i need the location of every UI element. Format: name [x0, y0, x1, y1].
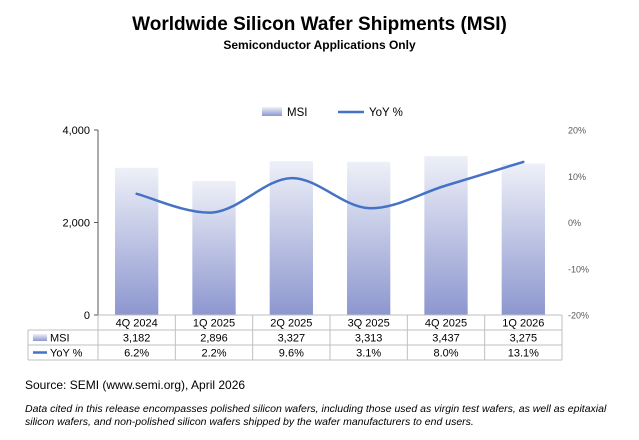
table-cell-msi: 3,275 [510, 333, 538, 345]
y-left-tick-label: 4,000 [62, 125, 90, 137]
y-right-tick-label: 0% [568, 218, 581, 228]
y-right-tick-label: 20% [568, 126, 586, 136]
table-cell-yoy: 8.0% [433, 348, 458, 360]
legend-label-msi: MSI [287, 107, 307, 119]
y-left-tick-label: 2,000 [62, 218, 90, 230]
x-category-label: 2Q 2025 [270, 318, 312, 330]
x-category-label: 4Q 2024 [116, 318, 158, 330]
table-cell-yoy: 9.6% [279, 348, 304, 360]
table-cell-yoy: 3.1% [356, 348, 381, 360]
x-category-label: 3Q 2025 [348, 318, 390, 330]
x-category-label: 1Q 2026 [502, 318, 544, 330]
chart-subtitle: Semiconductor Applications Only [223, 38, 416, 52]
bar-msi [115, 167, 159, 315]
legend-swatch-msi [262, 107, 282, 116]
y-right-tick-label: -20% [568, 311, 589, 321]
x-category-label: 1Q 2025 [193, 318, 235, 330]
bar-msi [269, 161, 313, 315]
table-cell-msi: 3,437 [432, 333, 460, 345]
table-cell-yoy: 2.2% [201, 348, 226, 360]
table-row-label-msi: MSI [50, 333, 70, 345]
bar-msi [192, 181, 236, 315]
x-category-label: 4Q 2025 [425, 318, 467, 330]
y-left-tick-label: 0 [84, 310, 90, 322]
legend-label-yoy: YoY % [369, 107, 403, 119]
footnote: Data cited in this release encompasses p… [25, 403, 607, 428]
bar-msi [424, 156, 468, 315]
source-note: Source: SEMI (www.semi.org), April 2026 [25, 378, 246, 392]
bar-msi [501, 163, 545, 315]
table-cell-msi: 3,327 [278, 333, 306, 345]
bar-msi [347, 161, 391, 315]
table-cell-yoy: 6.2% [124, 348, 149, 360]
table-cell-msi: 3,313 [355, 333, 383, 345]
table-cell-yoy: 13.1% [508, 348, 539, 360]
table-key-msi [33, 334, 47, 341]
line-yoy [135, 160, 525, 214]
table-cell-msi: 2,896 [200, 333, 228, 345]
chart-title: Worldwide Silicon Wafer Shipments (MSI) [132, 14, 507, 35]
table-cell-msi: 3,182 [123, 333, 151, 345]
y-right-tick-label: 10% [568, 172, 586, 182]
y-right-tick-label: -10% [568, 264, 589, 274]
table-row-label-yoy: YoY % [50, 348, 83, 360]
